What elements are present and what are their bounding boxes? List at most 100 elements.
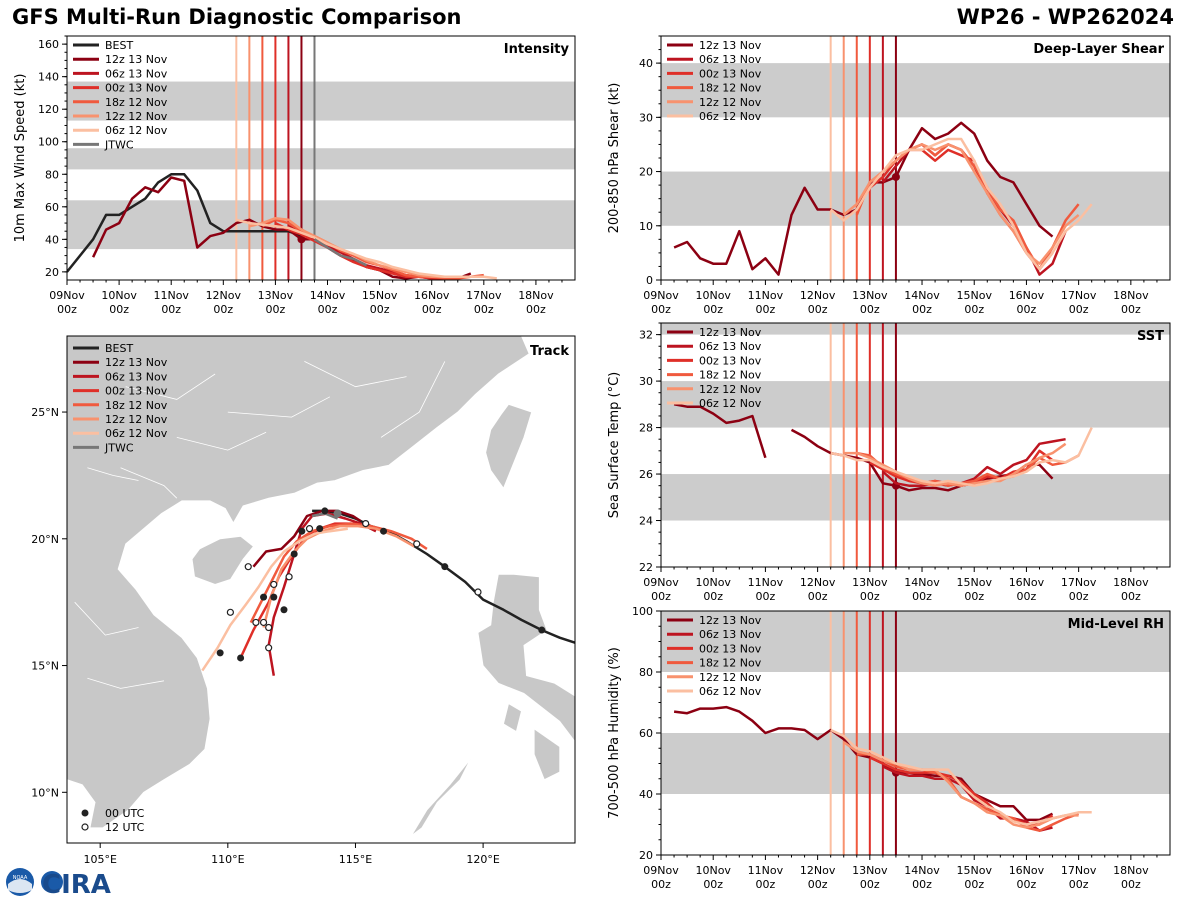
legend-label: BEST (105, 342, 133, 355)
legend-label: 12z 13 Nov (105, 53, 168, 66)
x-tick-label: 00z (1069, 590, 1089, 603)
x-tick-label: 18Nov (518, 289, 554, 302)
x-tick-label: 10Nov (101, 289, 137, 302)
hainan-land (191, 535, 254, 585)
series-line (91, 176, 472, 280)
legend-label: 00z 13 Nov (699, 67, 762, 80)
y-tick-label: 100 (632, 605, 653, 618)
y-tick-label: 120 (38, 103, 59, 116)
marker-12utc (252, 618, 260, 627)
x-tick-label: 09Nov (643, 864, 679, 877)
marker-00utc (270, 593, 278, 601)
legend-label: 12z 13 Nov (699, 614, 762, 627)
y-tick-label: 25°N (31, 406, 59, 419)
y-axis-label: 700-500 hPa Humidity (%) (607, 647, 622, 819)
y-tick-label: 100 (38, 136, 59, 149)
x-tick-label: 00z (808, 878, 828, 891)
x-tick-label: 16Nov (1009, 289, 1045, 302)
marker-00utc (538, 626, 546, 634)
y-tick-label: 22 (639, 561, 653, 574)
x-tick-label: 13Nov (852, 864, 888, 877)
legend-marker-00utc (81, 809, 89, 817)
marker-12utc (270, 580, 278, 589)
y-tick-label: 30 (639, 375, 653, 388)
panel-rh: 2040608010009Nov00z10Nov00z11Nov00z12Nov… (607, 605, 1171, 891)
x-tick-label: 00z (808, 590, 828, 603)
legend-label: 06z 12 Nov (105, 427, 168, 440)
marker-12utc (285, 573, 293, 581)
x-tick-label: 00z (808, 303, 828, 316)
x-tick-label: 00z (1121, 303, 1141, 316)
y-tick-label: 15°N (31, 660, 59, 673)
legend-label: 00z 13 Nov (699, 354, 762, 367)
series-line (829, 137, 1093, 271)
legend-label: 12z 12 Nov (105, 413, 168, 426)
x-tick-label: 00z (912, 590, 932, 603)
legend-label: JTWC (104, 441, 134, 454)
series-line (830, 728, 1092, 826)
x-tick-label: 00z (1121, 878, 1141, 891)
x-tick-label: 00z (1017, 878, 1037, 891)
x-tick-label: 12Nov (800, 576, 836, 589)
series-group (673, 705, 1092, 832)
x-tick-label: 00z (526, 303, 546, 316)
storm-id: WP26 - WP262024 (956, 5, 1174, 29)
x-tick-label: 00z (703, 878, 723, 891)
x-tick-label: 00z (756, 303, 776, 316)
panel-title: Track (530, 344, 569, 359)
x-tick-label: 12Nov (206, 289, 242, 302)
series-line (673, 705, 1054, 822)
marker-00utc (321, 507, 329, 515)
y-tick-label: 80 (639, 666, 653, 679)
x-tick-label: 00z (703, 590, 723, 603)
border-line (176, 431, 267, 451)
legend-label: 06z 12 Nov (699, 397, 762, 410)
x-tick-label: 12Nov (800, 289, 836, 302)
track-line (201, 527, 348, 672)
marker-12utc (305, 525, 314, 533)
tracks-group (201, 507, 575, 676)
x-tick-label: 105°E (83, 853, 116, 866)
legend-label: 12z 12 Nov (699, 383, 762, 396)
mainland-land (67, 336, 530, 829)
palawan-land (411, 759, 471, 836)
legend-label: 12z 13 Nov (105, 356, 168, 369)
x-tick-label: 00z (1017, 303, 1037, 316)
series-line (843, 442, 1067, 487)
shading-band (661, 611, 1170, 672)
y-tick-label: 28 (639, 422, 653, 435)
x-tick-label: 00z (703, 303, 723, 316)
x-tick-label: 17Nov (466, 289, 502, 302)
y-axis-label: Sea Surface Temp (°C) (607, 372, 622, 519)
marker-00utc (280, 606, 288, 614)
y-tick-label: 20 (639, 166, 653, 179)
x-tick-label: 00z (912, 303, 932, 316)
series-line (882, 437, 1066, 487)
legend-label: 18z 12 Nov (699, 369, 762, 382)
legend-label: 06z 12 Nov (699, 685, 762, 698)
x-tick-label: 00z (266, 303, 286, 316)
marker-00utc (237, 654, 245, 662)
x-tick-label: 00z (756, 590, 776, 603)
y-tick-label: 20°N (31, 533, 59, 546)
plot-frame (66, 335, 576, 844)
legend-label: 12z 13 Nov (699, 326, 762, 339)
marker-12utc (413, 540, 421, 548)
luzon-land (477, 573, 575, 743)
border-line (380, 361, 446, 438)
y-tick-label: 24 (639, 515, 653, 528)
legend-label: JTWC (104, 138, 134, 151)
x-tick-label: 00z (756, 878, 776, 891)
x-tick-label: 115°E (339, 853, 372, 866)
shading-band (661, 63, 1170, 118)
x-tick-label: 00z (474, 303, 494, 316)
x-tick-label: 00z (422, 303, 442, 316)
series-line (830, 427, 1093, 487)
x-tick-label: 15Nov (362, 289, 398, 302)
marker-12utc (226, 608, 234, 616)
legend-label: 18z 12 Nov (699, 82, 762, 95)
y-tick-label: 80 (45, 168, 59, 181)
y-tick-label: 60 (45, 201, 59, 214)
x-tick-label: 00z (213, 303, 233, 316)
legend-label: 00z 13 Nov (105, 385, 168, 398)
